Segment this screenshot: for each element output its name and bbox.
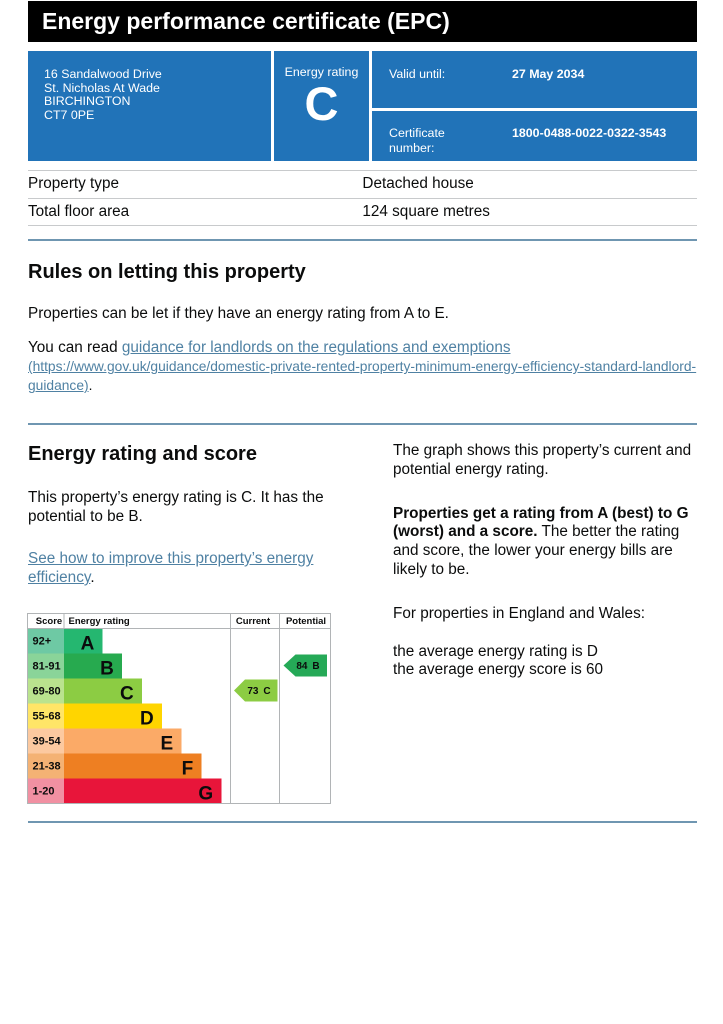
svg-text:21-38: 21-38 [33,761,61,773]
svg-text:A: A [81,634,95,655]
svg-text:81-91: 81-91 [33,661,61,673]
svg-text:84 B: 84 B [296,661,319,672]
svg-text:Score: Score [36,616,62,627]
svg-text:G: G [198,784,213,805]
svg-text:B: B [100,659,114,680]
svg-text:39-54: 39-54 [33,736,62,748]
svg-text:E: E [161,734,174,755]
svg-text:D: D [140,709,154,730]
svg-text:F: F [182,759,194,780]
svg-text:Current: Current [236,616,271,627]
svg-text:Energy rating: Energy rating [69,616,130,627]
svg-text:92+: 92+ [33,636,52,648]
svg-text:C: C [120,684,134,705]
svg-text:1-20: 1-20 [33,786,55,798]
svg-text:Potential: Potential [286,616,326,627]
svg-text:73 C: 73 C [247,686,270,697]
svg-text:69-80: 69-80 [33,686,61,698]
svg-text:55-68: 55-68 [33,711,61,723]
